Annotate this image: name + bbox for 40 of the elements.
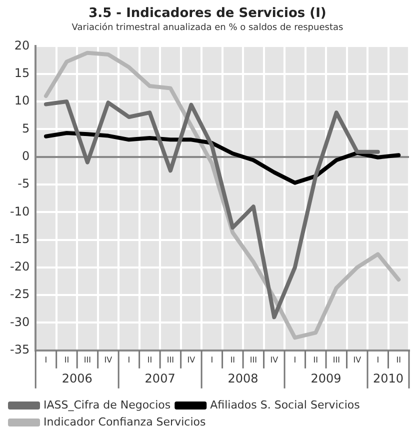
x-tick-label: I — [44, 355, 48, 364]
y-tick-label: -35 — [10, 342, 30, 357]
x-tick-label: II — [396, 355, 401, 364]
x-tick-label: I — [128, 355, 130, 364]
y-tick-label: 20 — [14, 38, 30, 52]
x-tick-label: III — [250, 355, 257, 364]
y-tick-label: 15 — [14, 66, 30, 80]
text: 2009 — [310, 372, 342, 386]
x-tick-label: III — [166, 355, 174, 364]
y-tick-label: 0 — [22, 148, 30, 163]
y-tick-label: -20 — [10, 260, 30, 274]
text: 2006 — [62, 372, 92, 386]
x-tick-label: IV — [187, 355, 196, 364]
x-tick-label: III — [84, 355, 91, 364]
y-tick-label: -25 — [10, 287, 30, 302]
text: 2008 — [228, 372, 258, 386]
x-tick-label: I — [294, 355, 296, 364]
chart-subtitle: Variación trimestral anualizada en % o saldos de respuestas — [70, 23, 344, 33]
y-tick-label: -5 — [18, 176, 30, 191]
x-tick-label: IV — [353, 355, 362, 364]
text: 2010 — [372, 372, 404, 386]
x-tick-label: II — [230, 355, 236, 364]
x-tick-label: IV — [270, 355, 279, 364]
text: 2007 — [144, 372, 176, 386]
x-tick-label: I — [210, 355, 214, 364]
x-tick-label: II — [313, 355, 318, 364]
y-tick-label: 5 — [22, 121, 30, 136]
x-tick-label: II — [64, 355, 70, 364]
y-tick-label: -15 — [10, 232, 30, 246]
legend-label: IASS_Cifra de Negocios — [44, 398, 171, 412]
x-tick-label: IV — [104, 355, 113, 364]
x-tick-label: II — [147, 355, 152, 364]
x-tick-label: III — [332, 355, 340, 364]
x-tick-label: I — [376, 355, 380, 364]
legend-label: Afiliados S. Social Servicios — [210, 398, 360, 412]
y-tick-label: 10 — [14, 94, 30, 108]
y-tick-label: -10 — [10, 204, 30, 218]
legend-label: Indicador Confianza Servicios — [44, 415, 206, 428]
chart-title: 3.5 - Indicadores de Servicios (I) — [88, 6, 328, 21]
y-tick-label: -30 — [10, 314, 30, 329]
